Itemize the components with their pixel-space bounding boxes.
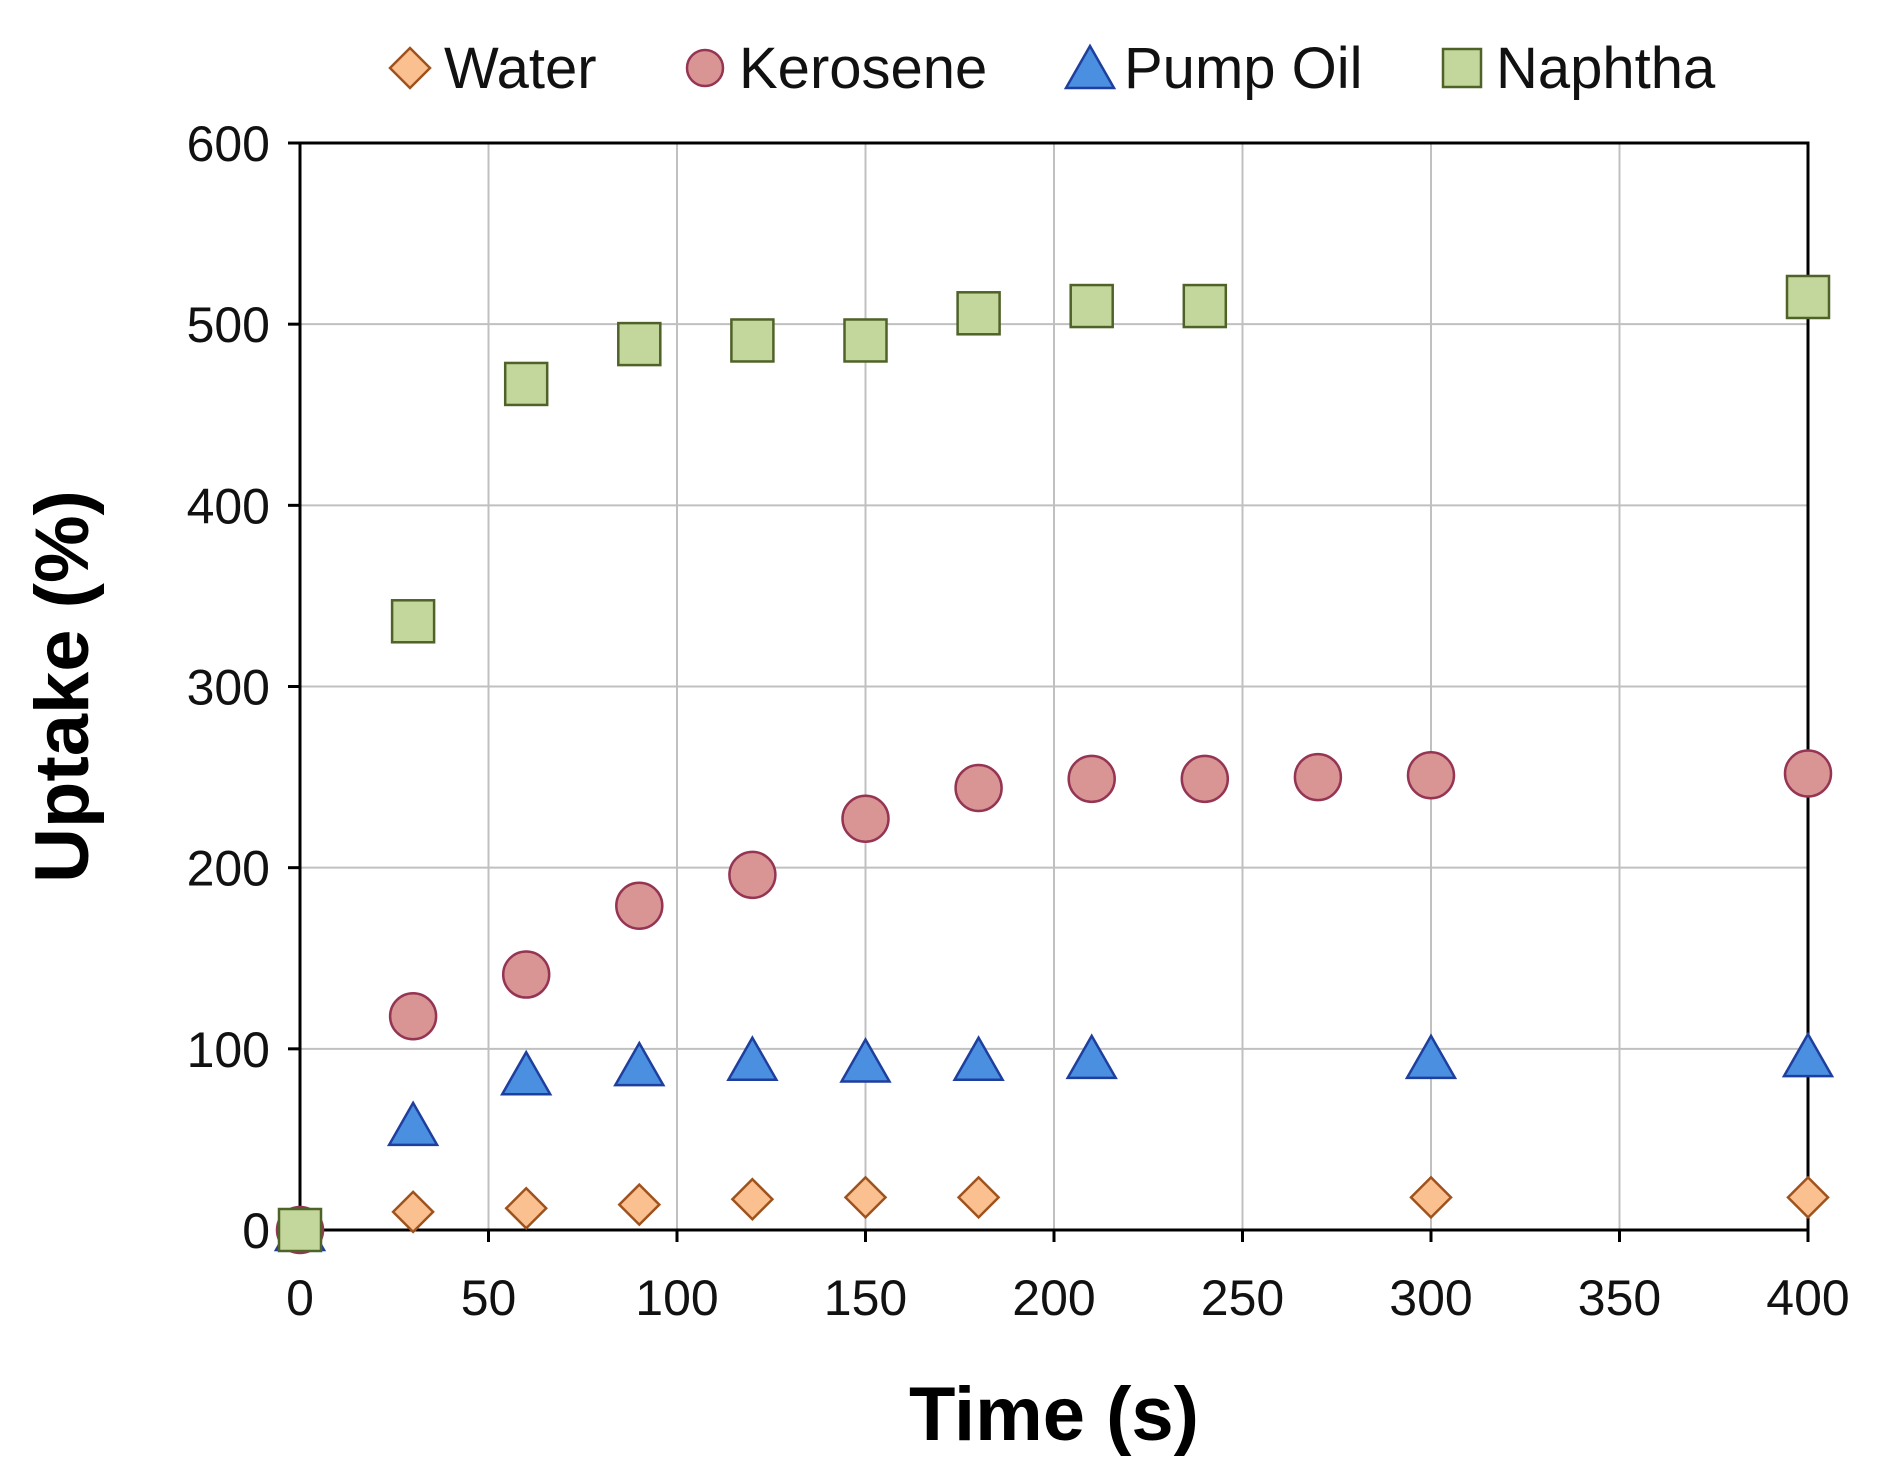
legend-item-kerosene: Kerosene [685,36,987,101]
data-point-kerosene [615,881,664,930]
data-point-pump-oil [952,1035,1005,1081]
legend-item-water: Water [388,36,597,101]
data-point-kerosene [841,794,890,844]
legend: Water Kerosene Pump Oil Naphtha [388,36,1716,101]
legend-marker-kerosene [685,48,725,88]
data-point-water [1409,1175,1453,1220]
data-point-water [1786,1175,1830,1220]
data-point-naphtha [1785,274,1831,320]
y-tick-label: 200 [187,841,270,897]
data-point-water [504,1186,548,1231]
legend-label: Kerosene [739,36,987,101]
data-point-kerosene [728,850,777,900]
x-axis-title: Time (s) [909,1372,1199,1457]
data-point-pump-oil [1781,1031,1835,1078]
data-point-water [730,1177,775,1221]
data-point-pump-oil [1065,1033,1118,1080]
y-axis-title: Uptake (%) [20,490,105,883]
y-tick-label: 500 [187,297,270,353]
y-tick-label: 300 [187,660,270,716]
data-point-water [956,1175,1001,1220]
data-point-naphtha [1182,283,1228,329]
data-point-kerosene [388,991,438,1041]
data-point-kerosene [501,950,551,999]
y-tick-label: 600 [187,116,270,172]
data-point-naphtha [1069,283,1114,329]
data-point-kerosene [954,763,1003,813]
x-tick-label: 350 [1578,1270,1661,1326]
data-point-pump-oil [726,1035,779,1081]
data-point-naphtha [277,1207,323,1253]
legend-marker-naphtha [1441,47,1483,89]
legend-label: Naphtha [1496,36,1716,101]
x-tick-label: 50 [461,1270,517,1326]
legend-label: Pump Oil [1124,36,1363,101]
data-point-pump-oil [839,1036,892,1083]
data-point-kerosene [1293,752,1343,802]
legend-marker-pump-oil [1063,43,1117,90]
legend-label: Water [444,36,597,101]
data-point-water [843,1175,888,1220]
legend-marker-water [388,46,432,90]
y-tick-label: 400 [187,478,270,534]
data-point-naphtha [617,321,662,367]
data-point-kerosene [1067,754,1116,804]
data-point-naphtha [956,291,1001,336]
x-tick-label: 250 [1201,1270,1284,1326]
data-point-kerosene [1783,749,1833,798]
data-point-kerosene [1180,754,1230,804]
data-point-naphtha [503,361,549,407]
x-tick-label: 200 [1012,1270,1095,1326]
axis-ticks: 0 50 100 150 200 250 300 350 400 0 100 200 300 400 500… [187,116,1850,1326]
x-tick-label: 400 [1766,1270,1849,1326]
data-point-pump-oil [1404,1033,1458,1080]
data-point-pump-oil [386,1100,440,1147]
data-point-pump-oil [500,1049,553,1096]
x-tick-label: 300 [1389,1270,1472,1326]
x-tick-label: 0 [286,1270,314,1326]
data-point-water [391,1190,435,1234]
data-markers [273,274,1835,1255]
data-point-kerosene [1406,751,1456,800]
y-tick-label: 0 [242,1203,270,1259]
data-point-water [617,1182,662,1227]
series-naphtha [277,274,1831,1253]
legend-item-naphtha: Naphtha [1441,36,1716,101]
series-water [278,1175,1830,1252]
data-point-naphtha [390,599,436,644]
data-point-pump-oil [613,1040,666,1087]
x-tick-label: 150 [824,1270,907,1326]
data-point-naphtha [843,318,888,363]
legend-item-pump-oil: Pump Oil [1063,36,1363,101]
y-tick-label: 100 [187,1022,270,1078]
series-kerosene [275,749,1833,1255]
x-tick-label: 100 [635,1270,718,1326]
data-point-naphtha [730,318,775,363]
